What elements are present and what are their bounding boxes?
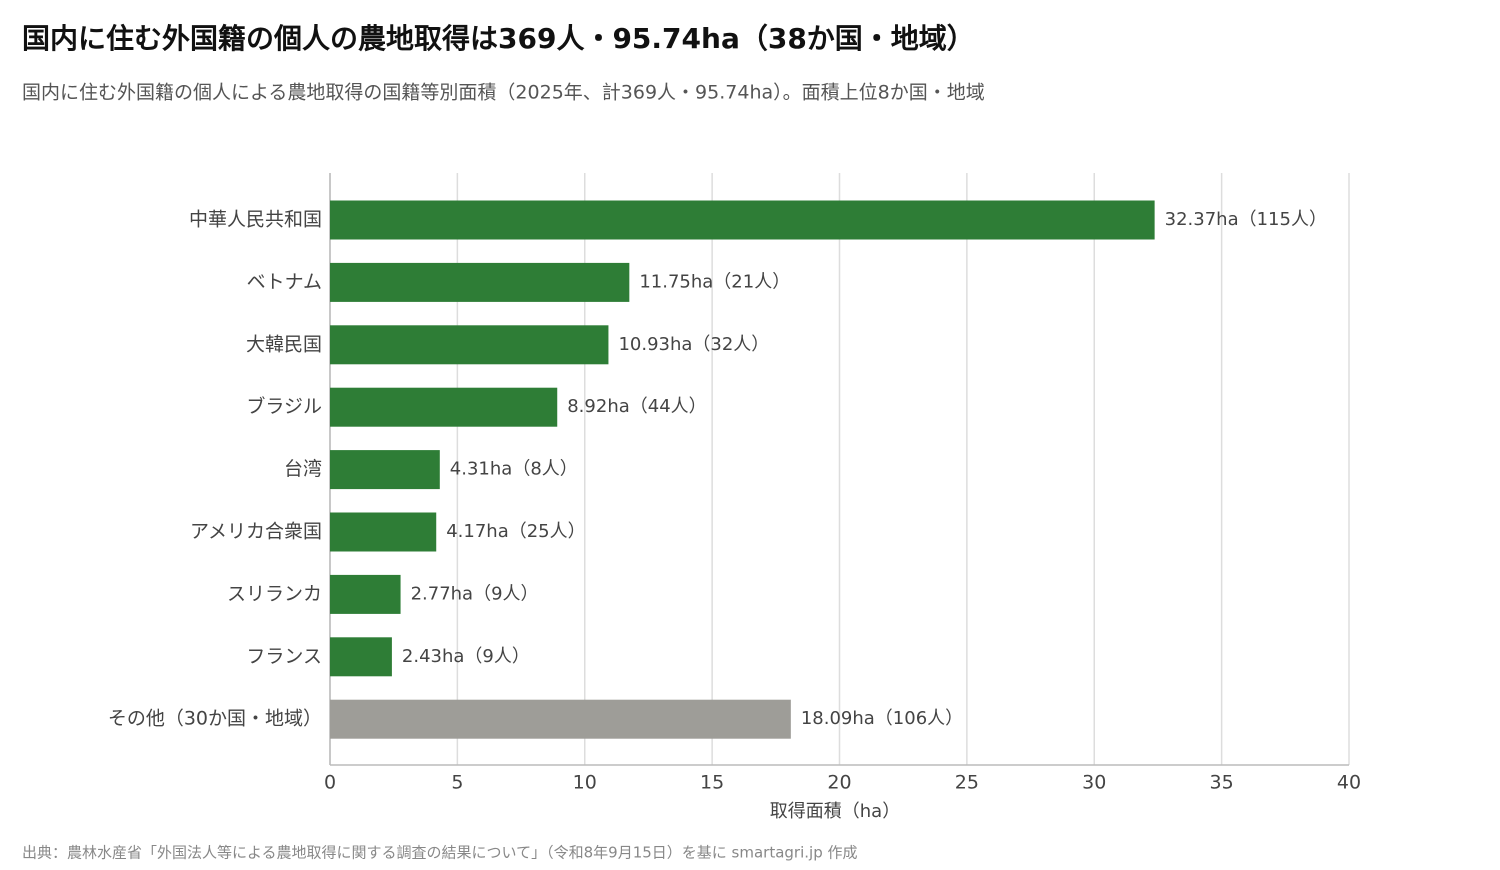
x-axis-label: 取得面積（ha） [770, 801, 900, 822]
value-label: 32.37ha（115人） [1165, 209, 1327, 230]
source-note: 出典：農林水産省「外国法人等による農地取得に関する調査の結果について」（令和8年… [22, 844, 858, 862]
y-tick-label: 台湾 [284, 458, 322, 480]
x-tick-label: 30 [1082, 772, 1106, 794]
bar [330, 262, 630, 302]
value-label: 11.75ha（21人） [639, 271, 790, 292]
value-label: 8.92ha（44人） [567, 396, 706, 417]
y-tick-label: 大韓民国 [246, 333, 322, 355]
value-label: 2.77ha（9人） [411, 583, 539, 604]
bar [330, 450, 440, 490]
bar [330, 699, 791, 739]
x-tick-label: 5 [451, 772, 463, 794]
y-tick-label: アメリカ合衆国 [190, 521, 322, 543]
value-label: 4.31ha（8人） [450, 459, 578, 480]
bar [330, 387, 558, 427]
value-label: 4.17ha（25人） [446, 521, 585, 542]
x-tick-label: 25 [955, 772, 979, 794]
bar [330, 325, 609, 365]
chart-title: 国内に住む外国籍の個人の農地取得は369人・95.74ha（38か国・地域） [22, 22, 975, 55]
chart-subtitle: 国内に住む外国籍の個人による農地取得の国籍等別面積（2025年、計369人・95… [22, 82, 985, 104]
bar [330, 512, 437, 552]
value-label: 2.43ha（9人） [402, 646, 530, 667]
x-tick-label: 40 [1337, 772, 1361, 794]
y-tick-label: スリランカ [227, 583, 322, 605]
x-tick-label: 15 [700, 772, 724, 794]
bar [330, 200, 1155, 240]
y-tick-label: 中華人民共和国 [189, 209, 322, 231]
value-label: 10.93ha（32人） [618, 334, 769, 355]
y-tick-label: ブラジル [246, 395, 322, 418]
y-tick-label: ベトナム [247, 271, 322, 293]
value-label: 18.09ha（106人） [801, 708, 963, 729]
x-tick-label: 10 [573, 772, 597, 794]
y-tick-label: その他（30か国・地域） [108, 708, 322, 730]
bar [330, 574, 401, 614]
bar [330, 637, 392, 677]
y-tick-label: フランス [246, 645, 322, 667]
x-tick-label: 0 [324, 772, 336, 794]
x-tick-label: 35 [1210, 772, 1234, 794]
x-tick-label: 20 [827, 772, 851, 794]
